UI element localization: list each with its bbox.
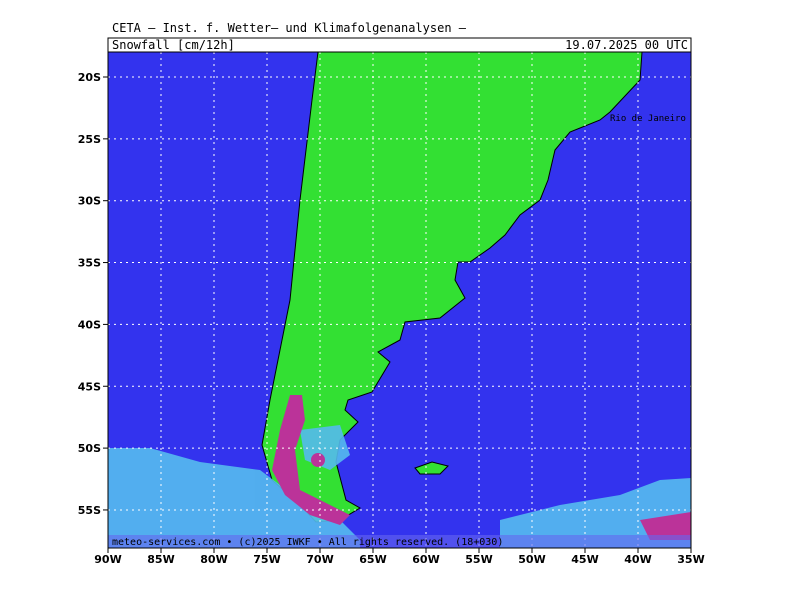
- lon-label: 50W: [518, 553, 545, 566]
- frame-border: [107, 51, 692, 549]
- land: [261, 51, 643, 523]
- lon-label: 85W: [147, 553, 174, 566]
- city-label: Rio de Janeiro: [610, 114, 686, 124]
- lon-label: 75W: [253, 553, 280, 566]
- lon-label: 35W: [677, 553, 704, 566]
- snow-light: [108, 425, 691, 548]
- snow-heavy: [272, 395, 691, 540]
- lon-label: 40W: [624, 553, 651, 566]
- institute: CETA — Inst. f. Wetter— und Klimafolgena…: [112, 21, 467, 35]
- footer-band: [108, 535, 691, 548]
- lat-label: 35S: [78, 257, 101, 270]
- lat-label: 40S: [78, 318, 101, 331]
- lat-label: 50S: [78, 442, 101, 455]
- lon-label: 70W: [306, 553, 333, 566]
- lat-label: 45S: [78, 380, 101, 393]
- lon-label: 60W: [412, 553, 439, 566]
- lon-label: 80W: [200, 553, 227, 566]
- lon-label: 90W: [94, 553, 121, 566]
- lon-label: 65W: [359, 553, 386, 566]
- falklands: [414, 461, 449, 475]
- lon-label: 45W: [571, 553, 598, 566]
- title: Snowfall [cm/12h]: [112, 38, 235, 52]
- lat-label: 30S: [78, 195, 101, 208]
- lat-label: 25S: [78, 133, 101, 146]
- timestamp: 19.07.2025 00 UTC: [565, 38, 688, 52]
- footer: meteo-services.com • (c)2025 IWKF • All …: [112, 537, 503, 548]
- lat-label: 20S: [78, 71, 101, 84]
- lon-label: 55W: [465, 553, 492, 566]
- lat-label: 55S: [78, 504, 101, 517]
- map-frame: Rio de Janeiro meteo-services.com • (c)2…: [107, 51, 692, 549]
